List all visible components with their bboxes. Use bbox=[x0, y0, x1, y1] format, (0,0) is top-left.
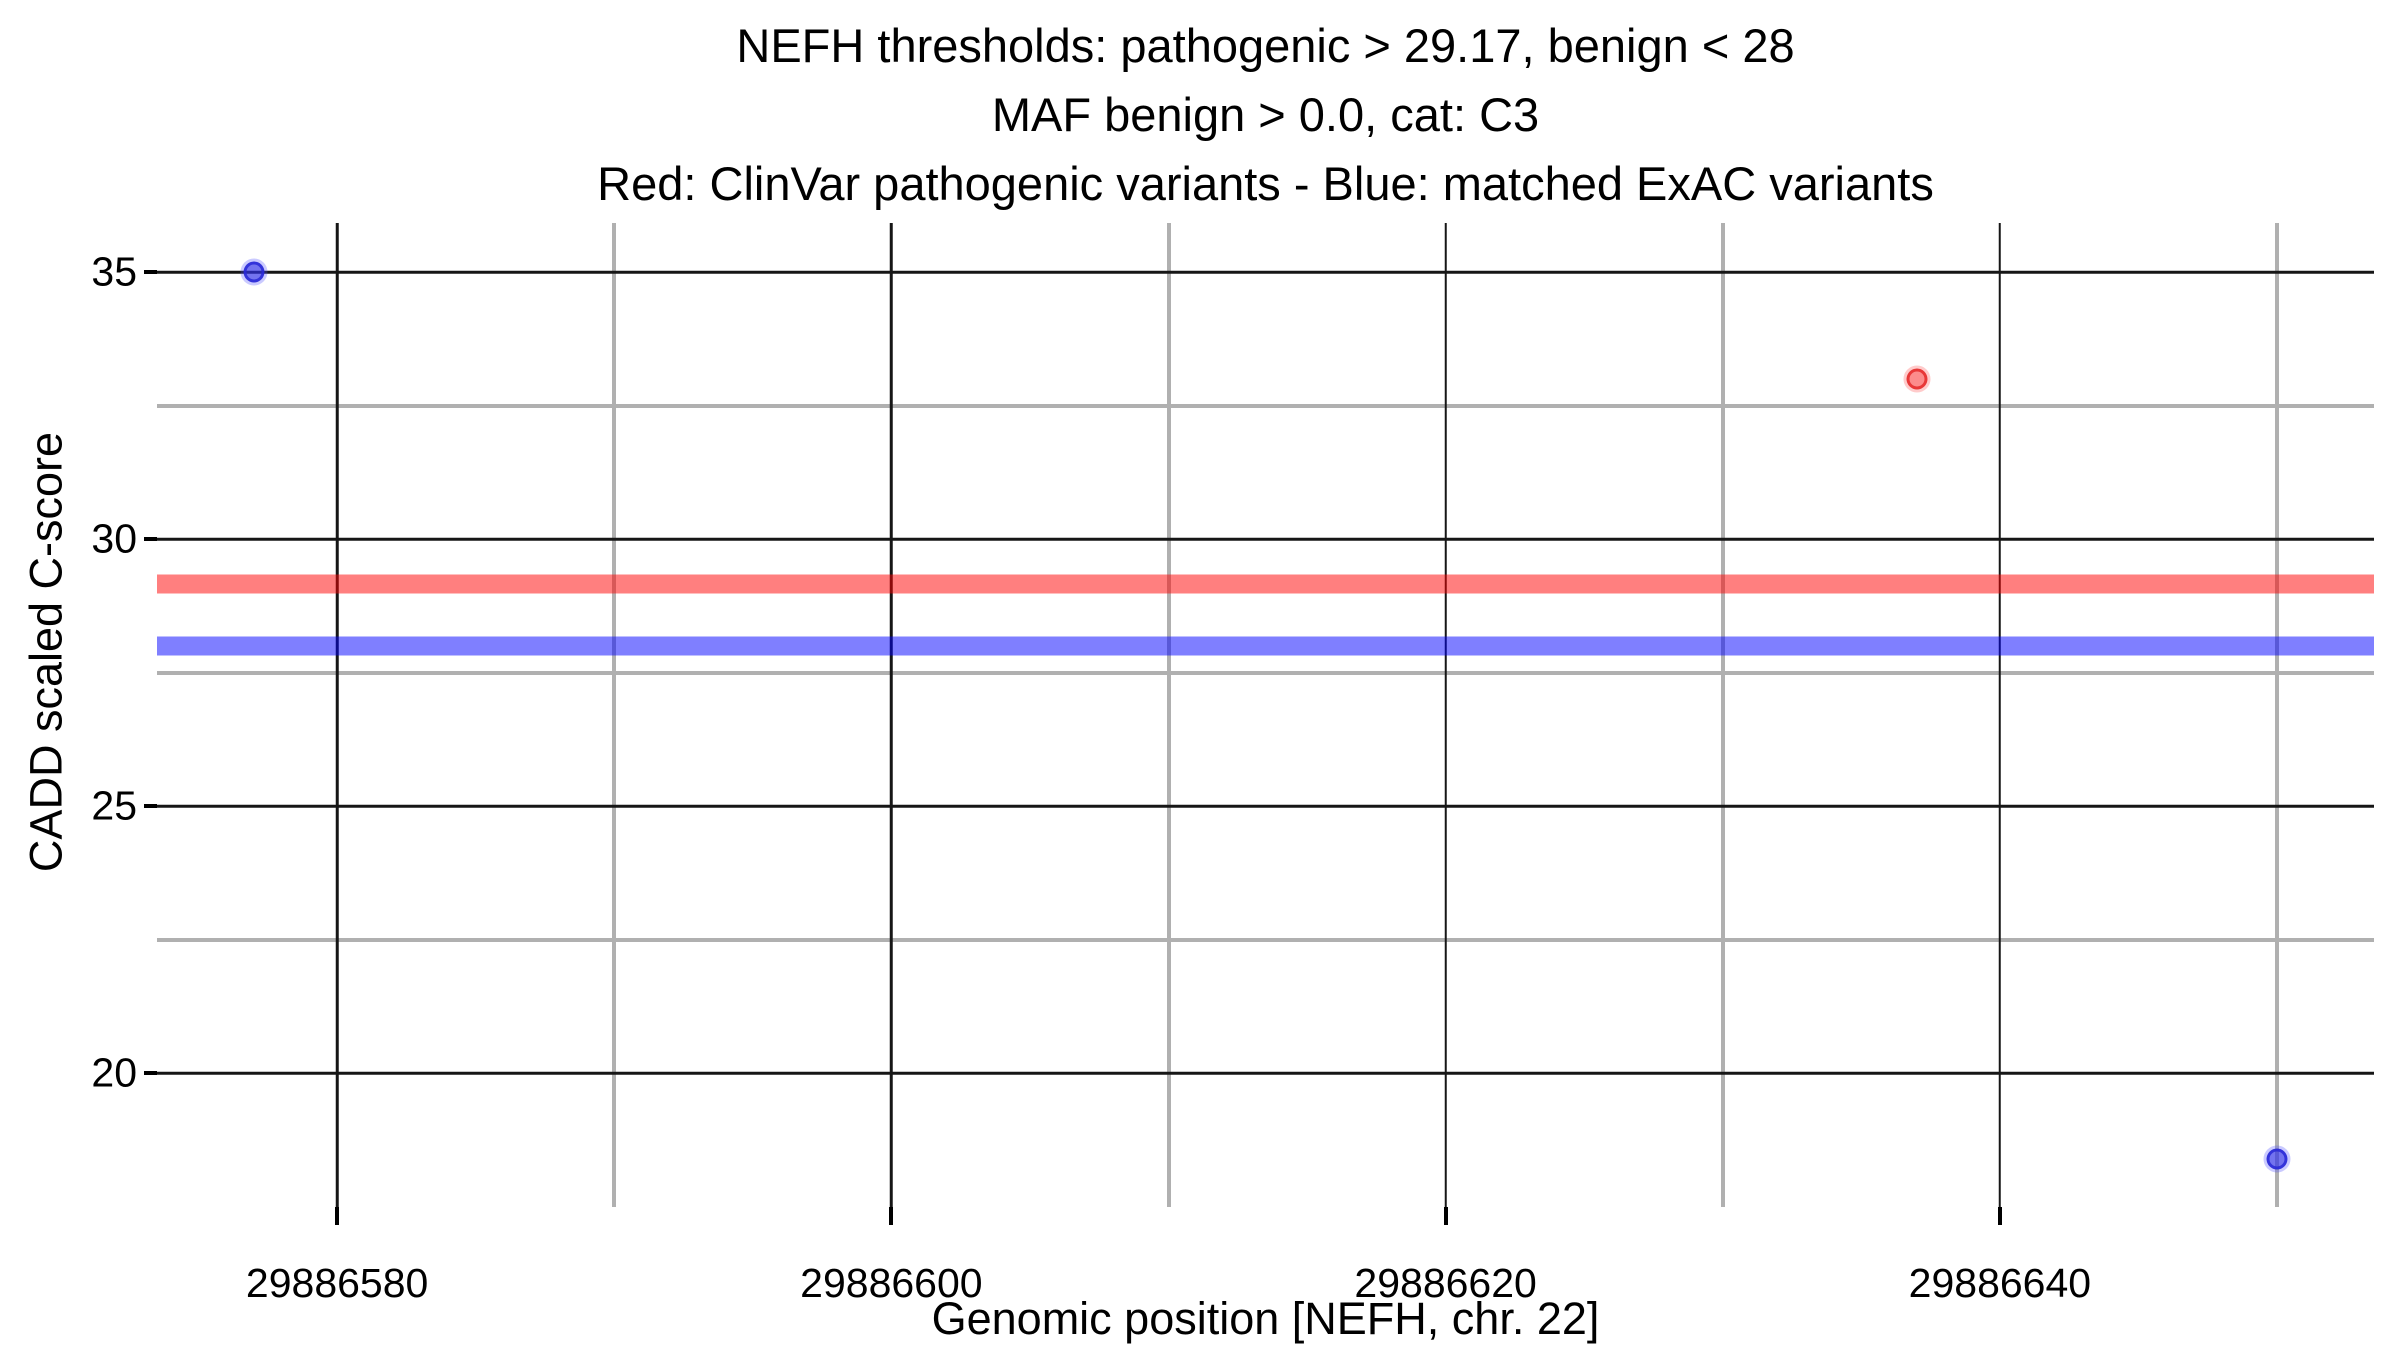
plot-title: NEFH thresholds: pathogenic > 29.17, ben… bbox=[157, 11, 2374, 218]
x-tick-mark bbox=[889, 1207, 894, 1225]
y-tick-label: 20 bbox=[91, 1049, 137, 1096]
y-axis-title: CADD scaled C-score bbox=[20, 431, 72, 873]
x-tick-mark bbox=[1997, 1207, 2002, 1225]
y-tick-label: 35 bbox=[91, 248, 137, 295]
title-line-2: MAF benign > 0.0, cat: C3 bbox=[991, 88, 1540, 141]
x-minor-gridline bbox=[1720, 223, 1725, 1207]
x-major-gridline bbox=[1444, 223, 1447, 1207]
benign-threshold-band bbox=[157, 636, 2374, 656]
y-tick-mark bbox=[144, 537, 157, 542]
y-tick-mark bbox=[144, 804, 157, 809]
x-tick-mark bbox=[1443, 1207, 1448, 1225]
y-major-gridline bbox=[157, 1072, 2374, 1075]
y-tick-mark bbox=[144, 270, 157, 275]
y-major-gridline bbox=[157, 805, 2374, 808]
x-axis-title: Genomic position [NEFH, chr. 22] bbox=[931, 1293, 1600, 1344]
plot-panel: 29886580 29886600 29886620 29886640 20 25 30 35 bbox=[91, 223, 2374, 1304]
x-tick-label: 29886640 bbox=[1908, 1260, 2092, 1306]
y-tick-mark bbox=[144, 1071, 157, 1076]
y-tick-label: 30 bbox=[91, 515, 137, 562]
y-minor-gridline bbox=[157, 937, 2374, 942]
data-point-clinvar_red bbox=[1906, 368, 1928, 390]
x-minor-gridline bbox=[2275, 223, 2279, 1207]
y-major-gridline bbox=[157, 537, 2374, 541]
x-tick-label: 29886580 bbox=[245, 1260, 429, 1306]
x-minor-gridline bbox=[1166, 223, 1171, 1207]
y-tick-label: 25 bbox=[91, 782, 137, 829]
x-major-gridline bbox=[890, 223, 893, 1207]
y-minor-gridline bbox=[157, 403, 2374, 408]
y-major-gridline bbox=[157, 270, 2374, 274]
title-line-3: Red: ClinVar pathogenic variants - Blue:… bbox=[597, 157, 1934, 210]
pathogenic-threshold-band bbox=[157, 574, 2374, 594]
data-point-exac_blue bbox=[243, 261, 265, 283]
x-tick-label: 29886600 bbox=[800, 1260, 983, 1306]
x-tick-mark bbox=[335, 1207, 340, 1225]
data-point-exac_blue bbox=[2266, 1148, 2288, 1170]
x-tick-label: 29886620 bbox=[1354, 1260, 1537, 1306]
title-line-1: NEFH thresholds: pathogenic > 29.17, ben… bbox=[736, 19, 1795, 72]
x-major-gridline bbox=[335, 223, 339, 1207]
x-major-gridline bbox=[1998, 223, 2002, 1207]
x-minor-gridline bbox=[612, 223, 617, 1207]
y-minor-gridline bbox=[157, 670, 2374, 675]
